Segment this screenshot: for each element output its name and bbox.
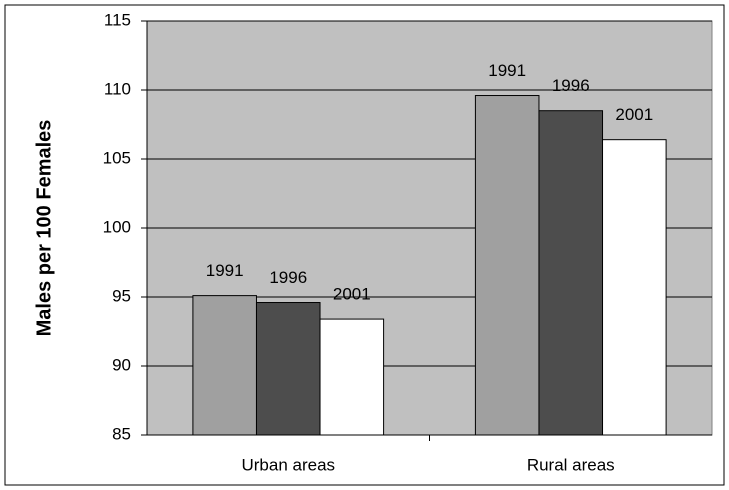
y-tick-label: 95 [112,286,131,305]
y-tick-label: 105 [103,148,131,167]
y-tick-label: 110 [104,79,131,98]
x-tick-label: Rural areas [527,455,615,474]
y-tick-label: 90 [112,355,131,374]
data-label: 1991 [206,261,244,280]
y-tick-label: 115 [104,10,131,29]
data-label: 1991 [488,61,526,80]
bar [538,110,604,436]
y-tick-label: 85 [112,424,131,443]
y-axis-label: Males per 100 Females [33,120,55,337]
bar [602,139,667,436]
data-label: 2001 [615,105,653,124]
data-label: 1996 [552,76,590,95]
bar [192,295,257,436]
bar [319,318,385,436]
y-tick-label: 100 [103,217,131,236]
bar [474,95,540,436]
data-label: 1996 [269,268,307,287]
data-label: 2001 [333,285,371,304]
bar [255,302,321,436]
x-tick-label: Urban areas [241,455,335,474]
